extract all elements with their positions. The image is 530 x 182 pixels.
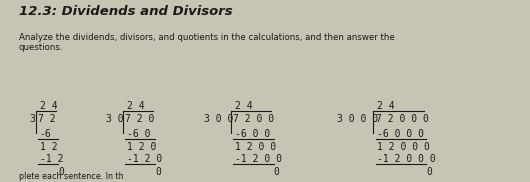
- Text: -1 2: -1 2: [40, 154, 63, 164]
- Text: 2 4: 2 4: [235, 102, 252, 111]
- Text: 3: 3: [29, 114, 35, 124]
- Text: -6 0 0: -6 0 0: [235, 129, 270, 139]
- Text: -6: -6: [40, 129, 51, 139]
- Text: 7 2 0 0: 7 2 0 0: [233, 114, 275, 124]
- Text: 2 4: 2 4: [40, 102, 57, 111]
- Text: 12.3: Dividends and Divisors: 12.3: Dividends and Divisors: [19, 5, 232, 18]
- Text: 2 4: 2 4: [127, 102, 144, 111]
- Text: 0: 0: [426, 167, 432, 177]
- Text: 0: 0: [155, 167, 161, 177]
- Text: 1 2: 1 2: [40, 142, 57, 151]
- Text: 7 2 0 0 0: 7 2 0 0 0: [376, 114, 429, 124]
- Text: -1 2 0 0: -1 2 0 0: [235, 154, 282, 164]
- Text: 1 2 0 0: 1 2 0 0: [235, 142, 276, 151]
- Text: 7 2 0: 7 2 0: [125, 114, 155, 124]
- Text: Analyze the dividends, divisors, and quotients in the calculations, and then ans: Analyze the dividends, divisors, and quo…: [19, 33, 394, 52]
- Text: 1 2 0 0 0: 1 2 0 0 0: [377, 142, 430, 151]
- Text: 3 0: 3 0: [106, 114, 123, 124]
- Text: -6 0: -6 0: [127, 129, 150, 139]
- Text: 2 4: 2 4: [377, 102, 395, 111]
- Text: 3 0 0: 3 0 0: [204, 114, 233, 124]
- Text: plete each sentence. In th: plete each sentence. In th: [19, 172, 123, 181]
- Text: -1 2 0: -1 2 0: [127, 154, 162, 164]
- Text: 0: 0: [58, 167, 64, 177]
- Text: -6 0 0 0: -6 0 0 0: [377, 129, 425, 139]
- Text: 7 2: 7 2: [38, 114, 56, 124]
- Text: -1 2 0 0 0: -1 2 0 0 0: [377, 154, 436, 164]
- Text: 3 0 0 0: 3 0 0 0: [337, 114, 378, 124]
- Text: 0: 0: [273, 167, 279, 177]
- Text: 1 2 0: 1 2 0: [127, 142, 156, 151]
